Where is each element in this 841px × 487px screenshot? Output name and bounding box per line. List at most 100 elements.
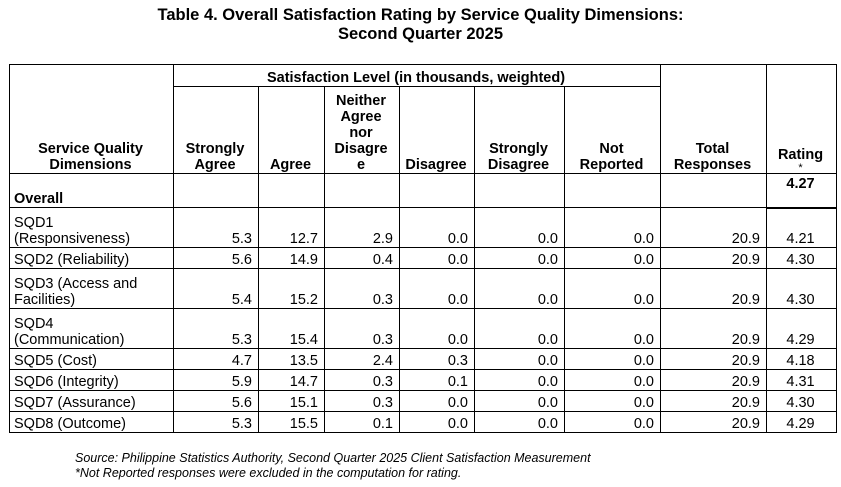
table-title-line-1: Table 4. Overall Satisfaction Rating by …: [157, 6, 684, 24]
cell-not-reported: 0.0: [564, 390, 661, 412]
table-row: SQD4 (Communication) 5.3 15.4 0.3 0.0 0.…: [9, 308, 837, 349]
cell-not-reported: 0.0: [564, 247, 661, 269]
row-dimension: SQD8 (Outcome): [9, 411, 174, 433]
header-total-responses: Total Responses: [660, 64, 767, 174]
cell-not-reported: 0.0: [564, 268, 661, 309]
cell-neither: 0.3: [324, 390, 400, 412]
cell-disagree: 0.0: [399, 390, 475, 412]
header-rating-asterisk: *: [798, 162, 803, 174]
overall-empty-cell: [258, 173, 325, 208]
cell-neither: 0.3: [324, 369, 400, 391]
table-row: SQD2 (Reliability) 5.6 14.9 0.4 0.0 0.0 …: [9, 247, 837, 269]
table-title: Table 4. Overall Satisfaction Rating by …: [0, 6, 841, 44]
cell-rating: 4.21: [766, 207, 837, 248]
overall-label: Overall: [9, 173, 174, 208]
cell-total: 20.9: [660, 268, 767, 309]
row-dimension: SQD5 (Cost): [9, 348, 174, 370]
table-row: SQD7 (Assurance) 5.6 15.1 0.3 0.0 0.0 0.…: [9, 390, 837, 412]
cell-rating: 4.29: [766, 411, 837, 433]
header-rating-label: Rating: [777, 147, 824, 163]
header-satisfaction-level: Satisfaction Level (in thousands, weight…: [173, 64, 661, 87]
cell-strongly-disagree: 0.0: [474, 348, 565, 370]
cell-disagree: 0.0: [399, 247, 475, 269]
cell-total: 20.9: [660, 308, 767, 349]
satisfaction-table: Service Quality Dimensions Satisfaction …: [9, 64, 837, 433]
cell-agree: 15.5: [258, 411, 325, 433]
cell-strongly-disagree: 0.0: [474, 411, 565, 433]
header-neither-line-4: Disagre: [334, 141, 388, 157]
overall-empty-cell: [324, 173, 400, 208]
cell-strongly-disagree: 0.0: [474, 369, 565, 391]
cell-rating: 4.30: [766, 390, 837, 412]
header-neither-line-1: Neither: [336, 93, 386, 109]
cell-strongly-agree: 5.3: [173, 207, 259, 248]
cell-disagree: 0.3: [399, 348, 475, 370]
overall-empty-cell: [564, 173, 661, 208]
header-strongly-agree: Strongly Agree: [173, 86, 259, 174]
cell-rating: 4.18: [766, 348, 837, 370]
header-neither-line-5: e: [356, 157, 366, 173]
cell-strongly-agree: 5.6: [173, 247, 259, 269]
source-note: Source: Philippine Statistics Authority,…: [75, 451, 591, 465]
cell-total: 20.9: [660, 390, 767, 412]
cell-not-reported: 0.0: [564, 207, 661, 248]
cell-total: 20.9: [660, 247, 767, 269]
cell-agree: 13.5: [258, 348, 325, 370]
cell-not-reported: 0.0: [564, 411, 661, 433]
overall-empty-cell: [173, 173, 259, 208]
overall-empty-cell: [474, 173, 565, 208]
header-rating: Rating *: [766, 64, 837, 174]
cell-disagree: 0.0: [399, 308, 475, 349]
header-strongly-disagree: Strongly Disagree: [474, 86, 565, 174]
cell-not-reported: 0.0: [564, 348, 661, 370]
cell-total: 20.9: [660, 411, 767, 433]
header-agree: Agree: [258, 86, 325, 174]
cell-agree: 15.1: [258, 390, 325, 412]
cell-neither: 2.4: [324, 348, 400, 370]
row-dimension: SQD7 (Assurance): [9, 390, 174, 412]
cell-disagree: 0.0: [399, 411, 475, 433]
cell-rating: 4.31: [766, 369, 837, 391]
overall-empty-cell: [660, 173, 767, 208]
cell-strongly-agree: 5.3: [173, 411, 259, 433]
header-neither-line-2: Agree: [340, 109, 382, 125]
header-neither-line-3: nor: [349, 125, 373, 141]
row-dimension: SQD2 (Reliability): [9, 247, 174, 269]
row-dimension: SQD3 (Access and Facilities): [9, 268, 174, 309]
table-row: SQD1 (Responsiveness) 5.3 12.7 2.9 0.0 0…: [9, 207, 837, 248]
cell-disagree: 0.0: [399, 268, 475, 309]
table-title-line-2: Second Quarter 2025: [337, 25, 504, 43]
cell-total: 20.9: [660, 207, 767, 248]
cell-strongly-agree: 5.6: [173, 390, 259, 412]
cell-total: 20.9: [660, 348, 767, 370]
cell-rating: 4.30: [766, 268, 837, 309]
cell-disagree: 0.1: [399, 369, 475, 391]
cell-strongly-disagree: 0.0: [474, 207, 565, 248]
footnote: *Not Reported responses were excluded in…: [75, 466, 462, 480]
cell-rating: 4.29: [766, 308, 837, 349]
header-dimension: Service Quality Dimensions: [9, 64, 174, 174]
cell-disagree: 0.0: [399, 207, 475, 248]
row-dimension: SQD1 (Responsiveness): [9, 207, 174, 248]
cell-strongly-agree: 5.9: [173, 369, 259, 391]
cell-neither: 2.9: [324, 207, 400, 248]
row-dimension: SQD6 (Integrity): [9, 369, 174, 391]
table-row: SQD5 (Cost) 4.7 13.5 2.4 0.3 0.0 0.0 20.…: [9, 348, 837, 370]
overall-row: Overall 4.27: [9, 173, 837, 209]
cell-rating: 4.30: [766, 247, 837, 269]
cell-neither: 0.3: [324, 308, 400, 349]
cell-not-reported: 0.0: [564, 308, 661, 349]
cell-strongly-agree: 5.3: [173, 308, 259, 349]
cell-not-reported: 0.0: [564, 369, 661, 391]
table-row: SQD8 (Outcome) 5.3 15.5 0.1 0.0 0.0 0.0 …: [9, 411, 837, 433]
cell-strongly-disagree: 0.0: [474, 308, 565, 349]
row-dimension: SQD4 (Communication): [9, 308, 174, 349]
cell-strongly-disagree: 0.0: [474, 268, 565, 309]
cell-neither: 0.4: [324, 247, 400, 269]
cell-agree: 14.9: [258, 247, 325, 269]
cell-neither: 0.1: [324, 411, 400, 433]
header-neither: Neither Agree nor Disagre e: [324, 86, 400, 174]
table-row: SQD3 (Access and Facilities) 5.4 15.2 0.…: [9, 268, 837, 309]
cell-strongly-agree: 5.4: [173, 268, 259, 309]
